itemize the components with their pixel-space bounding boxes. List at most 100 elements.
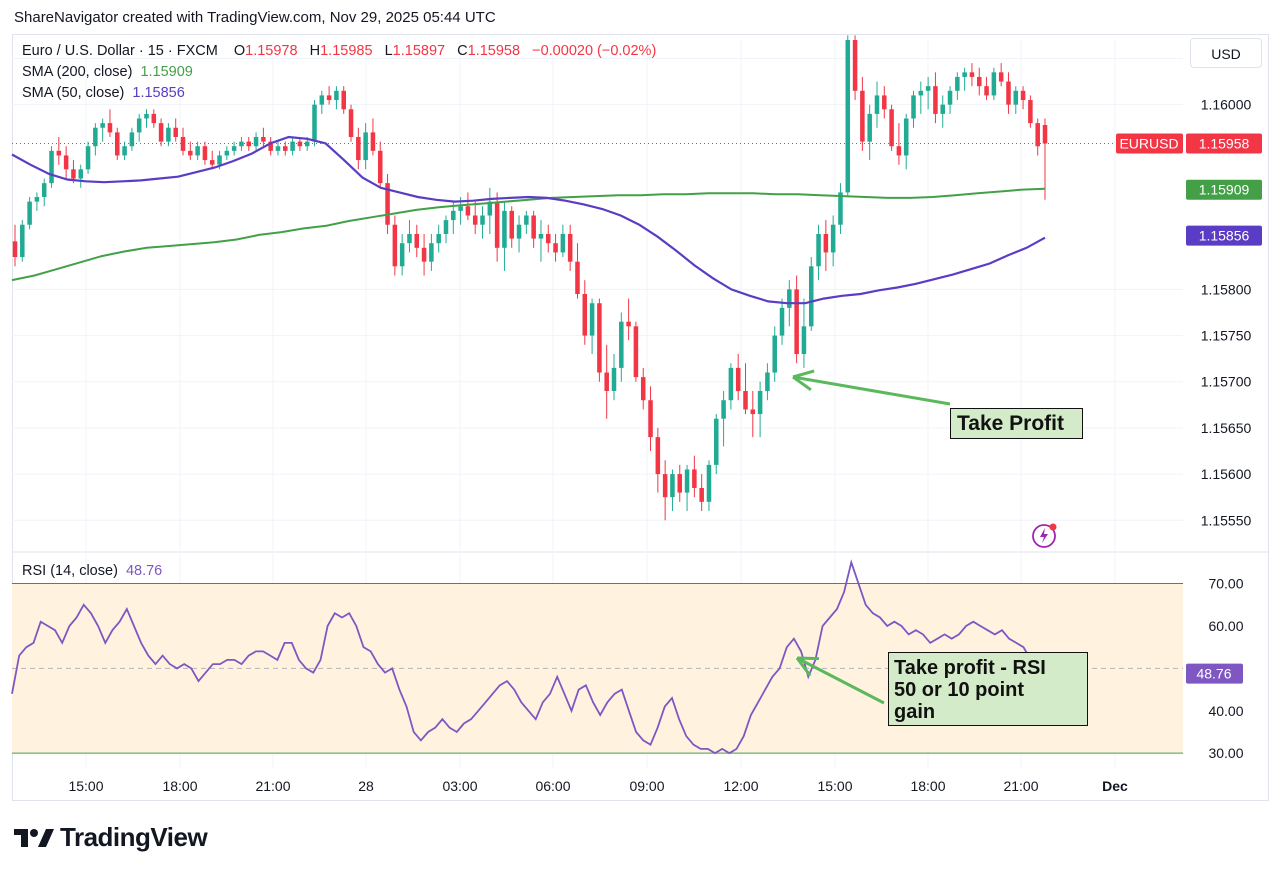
candle-body bbox=[224, 150, 230, 156]
flash-icon[interactable] bbox=[1032, 522, 1058, 548]
candle-body bbox=[34, 197, 40, 202]
candle-body bbox=[107, 123, 113, 133]
candle-body bbox=[27, 201, 32, 225]
candle-body bbox=[1035, 123, 1040, 147]
candle-body bbox=[509, 210, 515, 239]
price-label-text: 1.15909 bbox=[1199, 182, 1250, 198]
candle-body bbox=[714, 418, 719, 465]
candle-body bbox=[399, 243, 405, 267]
x-tick-label: 21:00 bbox=[1003, 778, 1038, 794]
take-profit-arrow-head bbox=[792, 369, 815, 379]
candle-body bbox=[903, 118, 909, 156]
candle-body bbox=[465, 206, 471, 216]
candle-body bbox=[144, 113, 149, 119]
rsi-tick-label: 60.00 bbox=[1208, 618, 1243, 634]
candle-body bbox=[838, 192, 843, 225]
y-tick-label: 1.15550 bbox=[1201, 512, 1252, 528]
candle-body bbox=[582, 294, 588, 336]
candle-body bbox=[787, 289, 792, 308]
rsi-note-line3: gain bbox=[894, 701, 936, 723]
x-tick-label: 15:00 bbox=[817, 778, 852, 794]
candle-body bbox=[955, 76, 960, 91]
x-tick-label: 21:00 bbox=[255, 778, 290, 794]
candle-body bbox=[458, 206, 463, 211]
candle-body bbox=[655, 437, 661, 475]
candle-body bbox=[100, 123, 105, 128]
candle-body bbox=[348, 109, 354, 137]
candle-body bbox=[538, 233, 544, 239]
candle-body bbox=[1013, 90, 1019, 105]
candle-body bbox=[173, 127, 178, 137]
candle-body bbox=[845, 40, 851, 193]
candle-body bbox=[1028, 100, 1033, 124]
candle-body bbox=[998, 72, 1004, 82]
rsi-line bbox=[11, 559, 1046, 755]
candle-body bbox=[78, 169, 84, 179]
price-label-text: 1.15958 bbox=[1199, 135, 1250, 151]
candle-body bbox=[589, 303, 595, 336]
candle-body bbox=[779, 307, 785, 336]
candle-body bbox=[823, 233, 829, 253]
candle-body bbox=[991, 72, 997, 96]
take-profit-arrow bbox=[792, 375, 951, 406]
candle-body bbox=[480, 215, 485, 225]
candle-body bbox=[575, 261, 580, 294]
rsi-take-profit-note: Take profit - RSI 50 or 10 point gain bbox=[888, 652, 1088, 726]
candle-body bbox=[502, 210, 507, 248]
candle-body bbox=[735, 367, 741, 391]
y-tick-label: 1.15700 bbox=[1201, 374, 1252, 390]
open-label: O bbox=[233, 43, 246, 59]
sma200-legend[interactable]: SMA (200, close) 1.15909 bbox=[22, 64, 193, 80]
candle-body bbox=[531, 215, 536, 239]
symbol-legend[interactable]: Euro / U.S. Dollar · 15 · FXCM O1.15978 … bbox=[22, 43, 656, 59]
candle-body bbox=[947, 90, 953, 105]
rsi-label: RSI (14, close) bbox=[22, 563, 118, 579]
candle-body bbox=[115, 132, 120, 156]
candle-body bbox=[261, 136, 266, 142]
rsi-legend[interactable]: RSI (14, close) 48.76 bbox=[22, 563, 162, 579]
candle-body bbox=[743, 390, 748, 410]
sma50-legend[interactable]: SMA (50, close) 1.15856 bbox=[22, 85, 185, 101]
high-label: H bbox=[309, 43, 321, 59]
rsi-last-label-text: 48.76 bbox=[1196, 666, 1231, 682]
currency-button[interactable]: USD bbox=[1190, 38, 1262, 68]
candle-body bbox=[560, 233, 566, 253]
candle-body bbox=[71, 169, 76, 179]
tradingview-logo[interactable]: TradingView bbox=[14, 822, 208, 853]
candles bbox=[12, 35, 1048, 521]
candle-body bbox=[728, 367, 734, 401]
candle-body bbox=[524, 215, 529, 225]
candle-body bbox=[801, 326, 807, 355]
candle-body bbox=[911, 95, 916, 119]
candle-body bbox=[239, 141, 244, 147]
candle-body bbox=[626, 321, 631, 327]
candle-body bbox=[896, 146, 902, 156]
candle-body bbox=[874, 95, 880, 114]
candle-body bbox=[151, 113, 157, 124]
rsi-note-line1: Take profit - RSI bbox=[894, 657, 1046, 679]
candle-body bbox=[662, 474, 668, 498]
candle-body bbox=[976, 76, 982, 87]
candle-body bbox=[41, 183, 47, 198]
candle-body bbox=[136, 118, 142, 133]
brand-name: TradingView bbox=[60, 822, 208, 852]
candle-body bbox=[421, 247, 427, 262]
candle-body bbox=[326, 95, 332, 101]
candle-body bbox=[414, 233, 420, 248]
candle-body bbox=[545, 233, 551, 244]
candle-body bbox=[692, 469, 697, 488]
candle-body bbox=[356, 136, 361, 161]
take-profit-arrow-head bbox=[792, 375, 812, 392]
candle-body bbox=[188, 150, 193, 156]
symbol-price-tag bbox=[1116, 133, 1183, 154]
candle-body bbox=[195, 146, 200, 156]
candle-body bbox=[268, 141, 273, 151]
candle-body bbox=[12, 241, 18, 258]
sma200-line bbox=[11, 187, 1046, 282]
y-tick-label: 1.15650 bbox=[1201, 420, 1252, 436]
price-label-text: 1.15856 bbox=[1199, 228, 1250, 244]
symbol-title[interactable]: Euro / U.S. Dollar · 15 · FXCM bbox=[22, 43, 218, 59]
candle-body bbox=[633, 326, 639, 378]
sma50-label: SMA (50, close) bbox=[22, 85, 125, 101]
